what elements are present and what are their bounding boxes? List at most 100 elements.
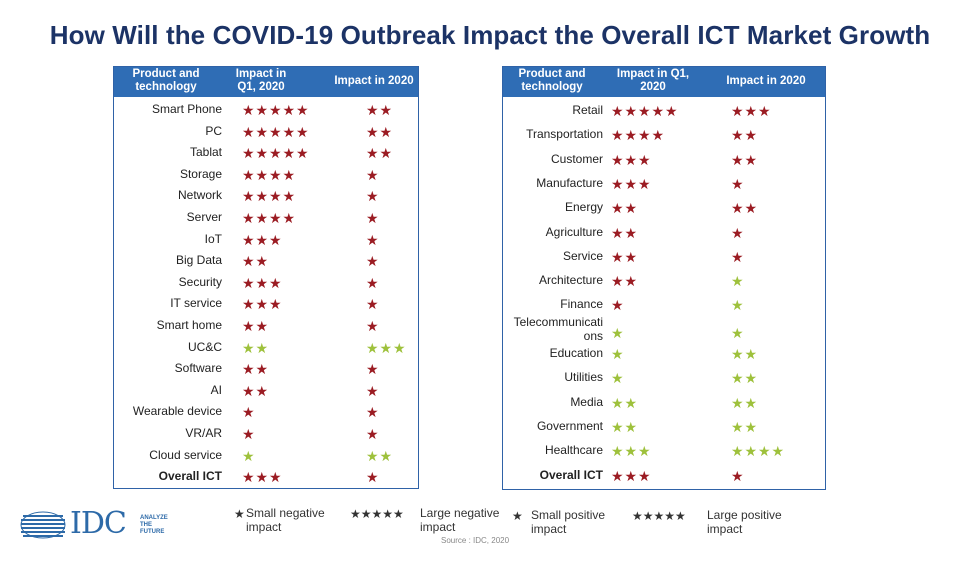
impact-star-icon: ★: [269, 231, 284, 248]
row-label: Agriculture: [545, 224, 603, 239]
impact-star-icon: ★: [269, 210, 284, 226]
table-row: Server ★ ★ ★ ★ ★: [114, 209, 418, 231]
row-label: Transportation: [526, 127, 603, 142]
row-label: Service: [562, 248, 603, 263]
impact-star-icon: ★: [282, 145, 297, 162]
impact-star-icon: ★: [611, 418, 626, 435]
impact-star-icon: ★: [366, 166, 381, 183]
impact-star-icon: ★: [638, 103, 653, 119]
impact-star-icon: ★: [242, 145, 257, 162]
legend-star-icon: ★: [512, 509, 523, 523]
impact-star-icon: ★: [269, 102, 284, 118]
impact-star-icon: ★: [282, 188, 297, 205]
impact-star-icon: ★: [269, 123, 284, 140]
impact-star-icon: ★: [255, 188, 270, 205]
impact-star-icon: ★: [624, 443, 639, 460]
impact-star-icon: ★: [731, 324, 746, 341]
impact-star-icon: ★: [744, 127, 759, 144]
header-q1: Impact in Q1, 2020: [235, 68, 287, 93]
row-label: Manufacture: [536, 175, 603, 190]
impact-star-icon: ★: [624, 248, 639, 265]
row-label: AI: [210, 382, 222, 397]
impact-star-icon: ★: [242, 426, 257, 442]
header-2020: Impact in 2020: [334, 75, 414, 87]
table-row: Tablat ★ ★ ★ ★ ★ ★ ★: [114, 144, 418, 166]
impact-star-icon: ★: [296, 102, 311, 118]
impact-star-icon: ★: [379, 339, 394, 356]
impact-star-icon: ★: [366, 102, 381, 118]
impact-star-icon: ★: [255, 210, 270, 226]
impact-star-icon: ★: [731, 200, 746, 217]
impact-star-icon: ★: [731, 224, 746, 241]
impact-star-icon: ★: [379, 123, 394, 140]
row-label: Telecommunicati ons: [513, 314, 603, 343]
impact-star-icon: ★: [611, 443, 626, 460]
legend-label: Small negative impact: [246, 506, 325, 534]
impact-star-icon: ★: [366, 404, 381, 421]
impact-star-icon: ★: [744, 394, 759, 411]
row-label: Storage: [179, 166, 222, 181]
row-label: Overall ICT: [158, 469, 222, 484]
row-label: Healthcare: [544, 443, 603, 458]
impact-star-icon: ★: [624, 224, 639, 241]
table-row: Education ★ ★ ★: [503, 345, 825, 369]
impact-star-icon: ★: [255, 145, 270, 162]
impact-star-icon: ★: [366, 361, 381, 378]
impact-star-icon: ★: [624, 103, 639, 119]
impact-star-icon: ★: [731, 151, 746, 168]
row-label: UC&C: [187, 339, 222, 354]
impact-table-products: Product and technology Impact in Q1, 202…: [113, 66, 419, 489]
impact-star-icon: ★: [282, 166, 297, 183]
impact-star-icon: ★: [624, 467, 639, 484]
impact-star-icon: ★: [366, 231, 381, 248]
table-row: Finance ★ ★: [503, 296, 825, 320]
row-label: Customer: [550, 151, 603, 166]
table-row: Media ★ ★ ★ ★: [503, 394, 825, 418]
row-label: Software: [174, 361, 222, 376]
table-row: Transportation ★ ★ ★ ★ ★ ★: [503, 126, 825, 150]
impact-star-icon: ★: [731, 346, 746, 362]
logo-tagline: ANALYZE THE FUTURE: [140, 515, 168, 535]
impact-star-icon: ★: [638, 443, 653, 460]
impact-star-icon: ★: [638, 151, 653, 168]
table-row: Overall ICT ★ ★ ★ ★: [114, 468, 418, 490]
table-row: Smart home ★ ★ ★: [114, 317, 418, 339]
impact-star-icon: ★: [255, 253, 270, 270]
impact-star-icon: ★: [731, 297, 746, 314]
impact-star-icon: ★: [624, 418, 639, 435]
impact-star-icon: ★: [744, 200, 759, 217]
row-label: Energy: [564, 200, 603, 215]
impact-star-icon: ★: [366, 382, 381, 399]
impact-star-icon: ★: [624, 200, 639, 217]
impact-star-icon: ★: [624, 127, 639, 144]
impact-star-icon: ★: [255, 318, 270, 334]
impact-star-icon: ★: [269, 145, 284, 162]
impact-star-icon: ★: [624, 151, 639, 168]
impact-star-icon: ★: [651, 103, 666, 119]
impact-star-icon: ★: [731, 248, 746, 265]
row-label: Network: [177, 188, 222, 203]
header-2020: Impact in 2020: [726, 75, 806, 87]
table-row: IoT ★ ★ ★ ★: [114, 231, 418, 253]
impact-star-icon: ★: [758, 103, 773, 119]
impact-star-icon: ★: [611, 248, 626, 265]
impact-table-industries: Product and technology Impact in Q1, 202…: [502, 66, 826, 490]
table-row: UC&C ★ ★ ★ ★ ★: [114, 339, 418, 361]
impact-star-icon: ★: [366, 274, 381, 291]
row-label: Finance: [560, 297, 603, 312]
impact-star-icon: ★: [771, 443, 786, 460]
table-row: Government ★ ★ ★ ★: [503, 418, 825, 442]
impact-star-icon: ★: [638, 467, 653, 484]
impact-star-icon: ★: [665, 103, 680, 119]
row-label: Retail: [572, 103, 603, 117]
impact-star-icon: ★: [624, 394, 639, 411]
impact-star-icon: ★: [269, 469, 284, 486]
row-label: IT service: [170, 296, 222, 311]
impact-star-icon: ★: [611, 224, 626, 241]
table-row: Telecommunicati ons ★ ★: [503, 315, 825, 345]
table-row: Retail ★ ★ ★ ★ ★ ★ ★ ★: [503, 102, 825, 126]
impact-star-icon: ★: [393, 339, 408, 356]
impact-star-icon: ★: [296, 145, 311, 162]
header-product: Product and technology: [518, 68, 586, 93]
table-row: Cloud service ★ ★ ★: [114, 447, 418, 469]
